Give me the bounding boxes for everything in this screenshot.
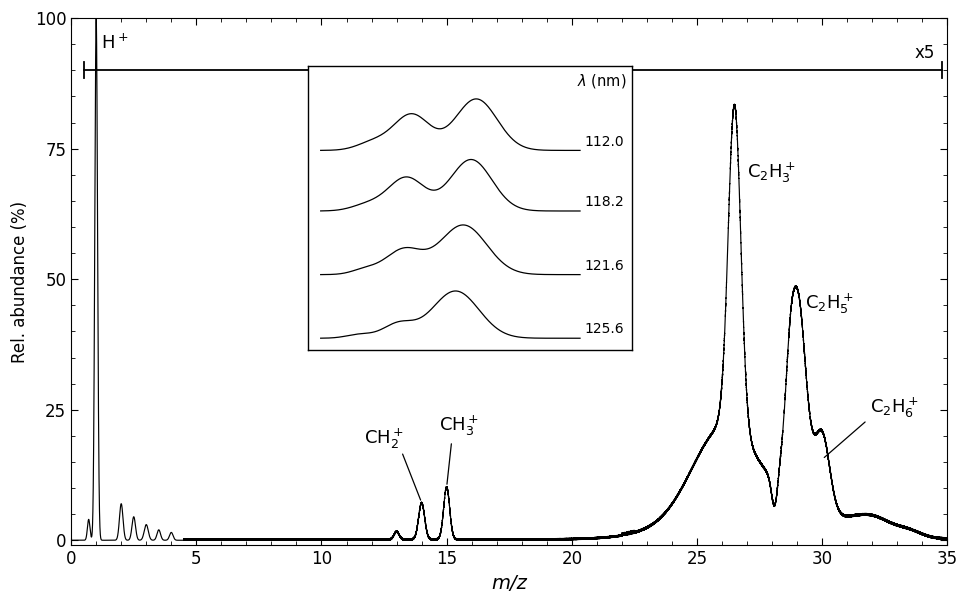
Text: H$^+$: H$^+$ [101,34,129,53]
Text: x5: x5 [915,45,935,62]
Text: CH$_3^+$: CH$_3^+$ [439,414,479,439]
X-axis label: m/z: m/z [491,574,527,593]
Text: C$_2$H$_3^+$: C$_2$H$_3^+$ [747,161,796,185]
Text: C$_2$H$_6^+$: C$_2$H$_6^+$ [870,396,919,420]
Text: CH$_2^+$: CH$_2^+$ [364,427,404,451]
Text: C$_2$H$_5^+$: C$_2$H$_5^+$ [804,292,854,316]
Y-axis label: Rel. abundance (%): Rel. abundance (%) [11,201,29,363]
